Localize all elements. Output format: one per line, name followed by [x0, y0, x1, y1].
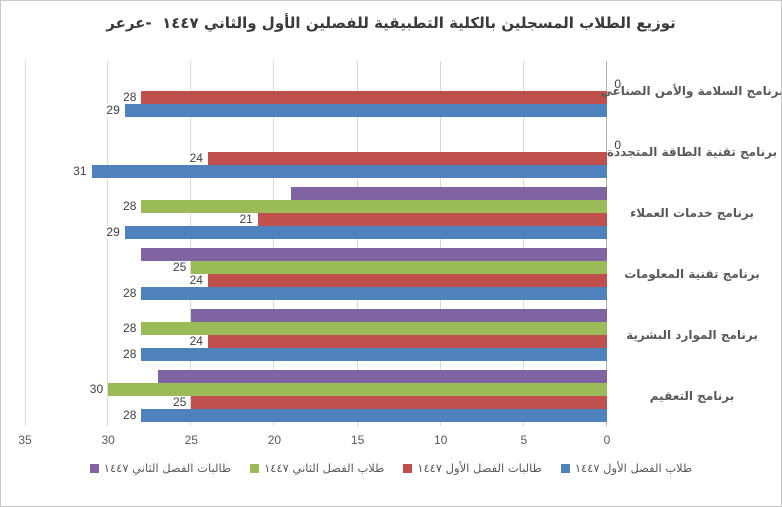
bar [141, 91, 607, 105]
bar [291, 187, 607, 201]
bar [91, 165, 607, 179]
x-tick-label: 25 [184, 433, 198, 447]
x-tick-label: 30 [101, 433, 115, 447]
gridline [107, 61, 109, 426]
bar-value-label: 28 [122, 320, 138, 335]
legend-item: طالبات الفصل الأول ١٤٤٧ [403, 461, 542, 475]
bar [141, 286, 607, 300]
bar-value-label: 28 [122, 407, 138, 422]
legend: طالبات الفصل الثاني ١٤٤٧ طلاب الفصل الثان… [1, 461, 781, 475]
legend-label: طالبات الفصل الثاني ١٤٤٧ [103, 461, 232, 475]
bar [108, 382, 607, 396]
legend-item: طلاب الفصل الثاني ١٤٤٧ [250, 461, 384, 475]
legend-swatch [89, 463, 99, 473]
bar [158, 369, 607, 383]
gridline [439, 61, 441, 426]
x-tick-label: 15 [350, 433, 365, 447]
bar-value-label: 24 [188, 272, 204, 287]
x-tick-label: 5 [520, 433, 528, 447]
bar-value-label: 29 [105, 225, 121, 240]
legend-item: طالبات الفصل الثاني ١٤٤٧ [89, 461, 232, 475]
plot-area: 0 0 28 25 28 30 28 24 21 24 24 25 29 31 29 28 28 28 [25, 61, 621, 426]
bar [257, 213, 607, 227]
bar-value-label: 0 [614, 138, 621, 153]
gridline [522, 61, 524, 426]
chart-title: توزيع الطلاب المسجلين بالكلية التطبيقية … [106, 14, 676, 32]
bar [191, 308, 607, 322]
x-tick-label: 35 [18, 433, 32, 447]
gridline [25, 61, 26, 426]
bar [124, 226, 607, 240]
category-label: برنامج الموارد البشرية [626, 327, 758, 342]
legend-item: طلاب الفصل الأول ١٤٤٧ [560, 461, 693, 475]
bar [124, 104, 607, 118]
bar-value-label: 25 [171, 394, 188, 409]
legend-label: طلاب الفصل الأول ١٤٤٧ [574, 461, 693, 475]
bar-value-label: 29 [105, 103, 121, 118]
bar-value-label: 28 [122, 285, 138, 300]
legend-swatch [250, 463, 260, 473]
gridline [356, 61, 358, 426]
x-tick-label: 0 [603, 433, 611, 447]
bar-value-label: 30 [88, 381, 105, 396]
category-axis-line [606, 61, 607, 426]
bar-value-label: 31 [72, 164, 88, 179]
legend-swatch [403, 463, 413, 473]
bar [141, 408, 607, 422]
gridline [190, 61, 192, 426]
bar [141, 200, 607, 214]
gridline [273, 61, 275, 426]
bar [191, 395, 607, 409]
bar-value-label: 0 [614, 77, 621, 92]
bar [207, 334, 607, 348]
value-axis: 35 30 25 20 15 10 5 0 [18, 433, 610, 449]
category-label: برنامج تقنية المعلومات [624, 266, 760, 281]
category-axis: برنامج السلامة والأمن الصناعي برنامج تقني… [600, 61, 782, 426]
category-label: برنامج خدمات العملاء [630, 206, 754, 221]
x-tick-label: 10 [434, 433, 448, 447]
legend-swatch [560, 463, 570, 473]
bar-value-label: 28 [122, 199, 138, 214]
category-label: برنامج التعقيم [649, 388, 735, 403]
bar [191, 260, 607, 274]
legend-label: طالبات الفصل الأول ١٤٤٧ [417, 461, 542, 475]
x-tick-label: 20 [267, 433, 282, 447]
legend-label: طلاب الفصل الثاني ١٤٤٧ [264, 461, 385, 475]
category-label: برنامج تقنية الطاقة المتجددة [606, 145, 778, 160]
bar [141, 321, 607, 335]
bar-value-label: 28 [122, 346, 138, 361]
bar [141, 247, 607, 261]
bar-value-label: 24 [188, 333, 204, 348]
bar [207, 273, 607, 287]
bar-value-label: 24 [188, 151, 204, 166]
bar-value-label: 21 [238, 212, 254, 227]
bar [141, 347, 607, 361]
bar-value-label: 25 [171, 259, 188, 274]
category-label: برنامج السلامة والأمن الصناعي [600, 84, 782, 99]
bar [207, 152, 607, 166]
bar-value-label: 28 [122, 90, 138, 105]
